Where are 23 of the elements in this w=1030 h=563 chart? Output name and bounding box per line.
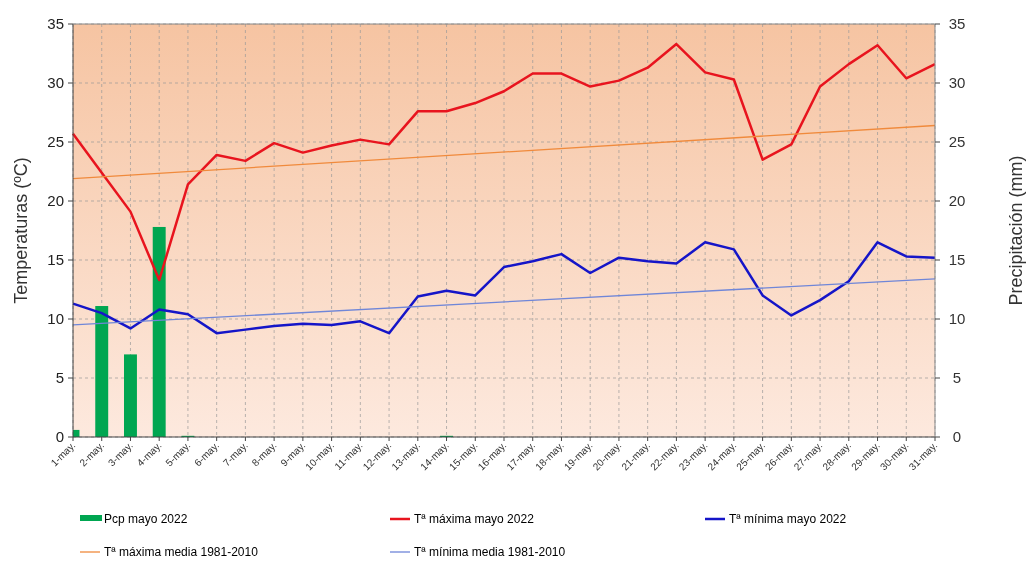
- y-tick-label: 5: [55, 369, 64, 387]
- legend-label: Pcp mayo 2022: [104, 512, 188, 526]
- y2-axis-title: Precipitación (mm): [1006, 155, 1026, 306]
- legend-label: Tª máxima media 1981-2010: [104, 545, 259, 559]
- y2-tick-label: 15: [948, 251, 966, 269]
- y-tick-label: 25: [47, 133, 64, 151]
- y-tick-label: 0: [55, 428, 64, 446]
- y-tick-label: 35: [47, 15, 64, 33]
- y2-tick-label: 10: [948, 310, 966, 328]
- y2-tick-label: 20: [948, 192, 966, 210]
- y2-tick-label: 5: [952, 369, 962, 387]
- legend-label: Tª máxima mayo 2022: [414, 512, 535, 526]
- y-axis-title: Temperaturas (ºC): [11, 157, 31, 304]
- y2-tick-label: 0: [952, 428, 962, 446]
- y-tick-label: 15: [47, 251, 64, 269]
- y-tick-label: 20: [47, 192, 64, 210]
- y-tick-label: 30: [47, 74, 64, 92]
- y2-tick-label: 30: [948, 74, 966, 92]
- y2-tick-label: 35: [948, 15, 966, 33]
- legend-label: Tª mínima mayo 2022: [729, 512, 847, 526]
- legend-label: Tª mínima media 1981-2010: [414, 545, 566, 559]
- y2-tick-label: 25: [948, 133, 966, 151]
- y-tick-label: 10: [47, 310, 64, 328]
